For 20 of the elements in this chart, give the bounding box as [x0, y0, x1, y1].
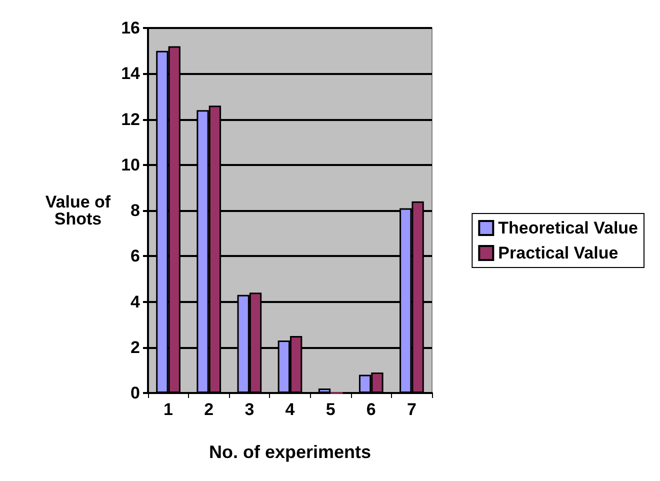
y-tick-label: 16: [121, 18, 140, 38]
y-tick-label: 0: [130, 384, 140, 402]
y-tick-label: 2: [130, 338, 140, 357]
y-tick-label: 14: [121, 64, 141, 84]
x-axis-title: No. of experiments: [208, 442, 372, 462]
x-tick-label: 5: [326, 400, 336, 419]
y-tick-label: 4: [130, 292, 141, 312]
x-tick-label: 1: [164, 400, 174, 419]
x-tick-label: 2: [204, 400, 214, 419]
x-tick-label: 6: [366, 400, 376, 419]
y-tick-label: 8: [130, 201, 140, 220]
x-tick-label: 3: [244, 400, 254, 419]
y-axis-title: Value of Shots: [45, 192, 111, 228]
y-tick-label: 12: [121, 110, 140, 129]
legend-label: Practical Value: [498, 244, 618, 262]
y-tick-label: 6: [130, 246, 140, 266]
x-tick-label: 7: [406, 400, 416, 419]
y-tick-label: 10: [121, 155, 140, 174]
legend-label: Theoretical Value: [498, 218, 638, 238]
x-tick-label: 4: [285, 400, 296, 419]
